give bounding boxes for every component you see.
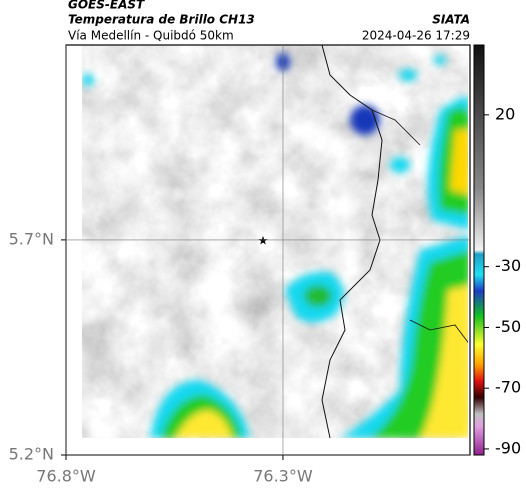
lon-tick-label: 76.3°W: [253, 467, 313, 486]
lon-tick-label: 76.8°W: [36, 467, 96, 486]
source: GOES-EAST: [68, 0, 145, 12]
lat-tick-label: 5.7°N: [9, 229, 54, 248]
subtitle: Vía Medellín - Quibdó 50km: [68, 29, 234, 43]
colorbar-tick-label: 20: [495, 104, 515, 123]
timestamp: 2024-04-26 17:29: [362, 29, 470, 43]
lat-tick-label: 5.2°N: [9, 445, 54, 464]
colorbar-tick-label: -70: [495, 378, 521, 397]
colorbar-tick-label: -90: [495, 438, 521, 457]
colorbar: [473, 44, 485, 456]
colorbar-tick-label: -50: [495, 317, 521, 336]
org: SIATA: [432, 13, 470, 27]
city-marker: ★: [258, 234, 269, 248]
colorbar-tick-label: -30: [495, 256, 521, 275]
title: Temperatura de Brillo CH13: [68, 13, 255, 27]
satellite-image: [82, 45, 468, 438]
